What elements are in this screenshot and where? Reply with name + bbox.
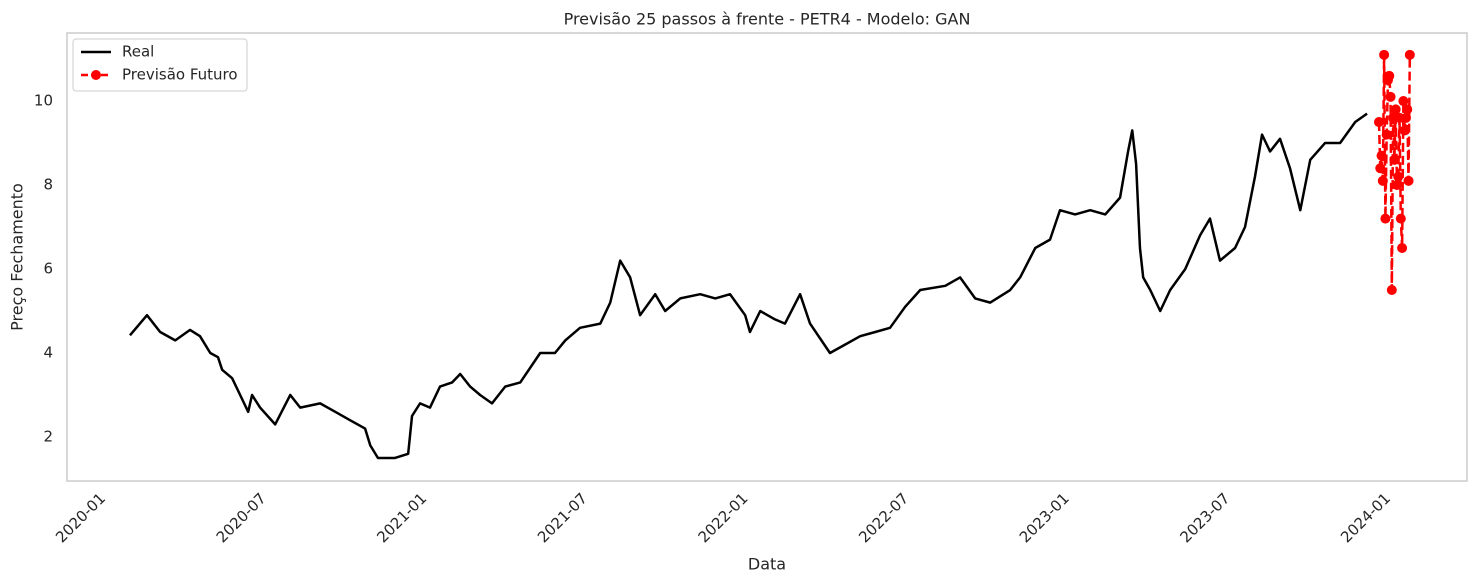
point-marker xyxy=(1400,112,1411,123)
series-line xyxy=(1377,53,1412,292)
y-tick-label: 10 xyxy=(34,92,53,110)
series-line xyxy=(129,112,1368,460)
plot-frame xyxy=(66,32,1468,482)
point-marker xyxy=(1376,150,1387,161)
point-marker xyxy=(1393,171,1404,182)
x-tick-label: 2022-07 xyxy=(855,489,912,546)
x-tick-label: 2021-01 xyxy=(373,489,430,546)
x-tick-label: 2021-07 xyxy=(534,489,591,546)
point-marker xyxy=(1384,70,1395,81)
legend-marker xyxy=(91,70,101,80)
x-axis-label: Data xyxy=(748,555,786,574)
y-axis-label: Preço Fechamento xyxy=(8,183,27,331)
y-tick-label: 8 xyxy=(43,176,53,194)
point-marker xyxy=(1395,213,1406,224)
point-marker xyxy=(1398,96,1409,107)
x-tick-label: 2023-01 xyxy=(1016,489,1073,546)
point-marker xyxy=(1391,180,1402,191)
point-marker xyxy=(1379,49,1390,60)
point-marker xyxy=(1404,49,1415,60)
point-marker xyxy=(1397,243,1408,254)
y-tick-label: 2 xyxy=(43,427,53,445)
point-marker xyxy=(1402,104,1413,115)
point-marker xyxy=(1373,117,1384,128)
point-marker xyxy=(1386,285,1397,296)
y-tick-label: 4 xyxy=(43,344,53,362)
legend: Real Previsão Futuro xyxy=(72,38,248,92)
y-tick-label: 6 xyxy=(43,260,53,278)
point-marker xyxy=(1380,213,1391,224)
point-marker xyxy=(1399,125,1410,136)
x-tick-label: 2023-07 xyxy=(1176,489,1233,546)
chart-title: Previsão 25 passos à frente - PETR4 - Mo… xyxy=(564,10,971,29)
x-tick-label: 2020-07 xyxy=(213,489,270,546)
x-tick-label: 2022-01 xyxy=(695,489,752,546)
legend-label: Real xyxy=(122,43,154,61)
legend-label: Previsão Futuro xyxy=(122,66,238,84)
x-tick-label: 2024-01 xyxy=(1337,489,1394,546)
point-marker xyxy=(1377,175,1388,186)
point-marker xyxy=(1403,175,1414,186)
point-marker xyxy=(1390,104,1401,115)
point-marker xyxy=(1389,154,1400,165)
point-marker xyxy=(1385,91,1396,102)
legend-box xyxy=(72,38,248,92)
point-marker xyxy=(1381,129,1392,140)
point-marker xyxy=(1375,163,1386,174)
x-tick-label: 2020-01 xyxy=(52,489,109,546)
